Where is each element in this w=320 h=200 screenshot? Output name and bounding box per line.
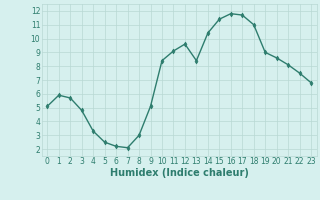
X-axis label: Humidex (Indice chaleur): Humidex (Indice chaleur): [110, 168, 249, 178]
